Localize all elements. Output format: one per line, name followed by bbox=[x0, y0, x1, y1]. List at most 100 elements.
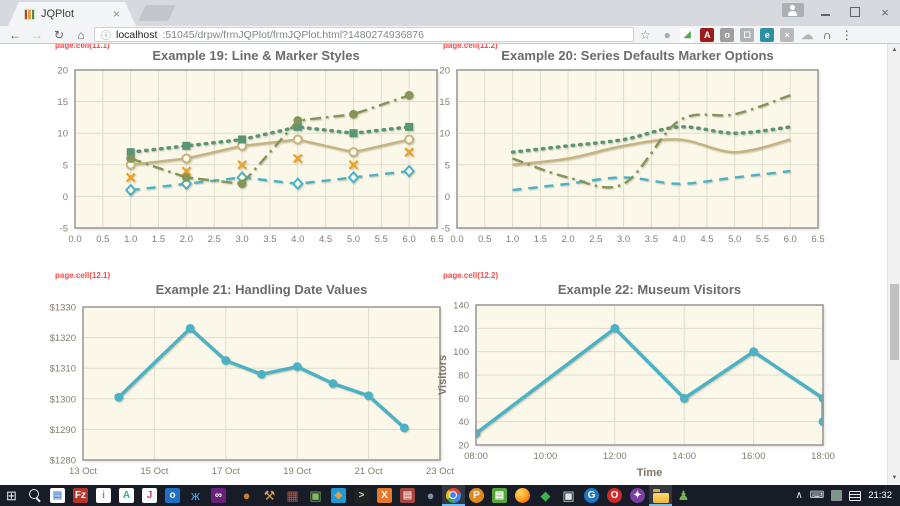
extension-ietab-icon[interactable]: e bbox=[759, 27, 776, 43]
svg-text:3.0: 3.0 bbox=[617, 234, 630, 245]
scrollbar-up-icon[interactable]: ▲ bbox=[891, 47, 898, 53]
svg-text:80: 80 bbox=[458, 371, 469, 382]
extension-headphones-icon[interactable]: ∩ bbox=[822, 27, 832, 42]
address-bar[interactable]: ⓘ localhost :51045/drpw/frmJQPlot/frmJQP… bbox=[94, 27, 634, 42]
svg-text:$1290: $1290 bbox=[50, 425, 76, 436]
svg-text:6.0: 6.0 bbox=[403, 234, 416, 245]
taskbar-app-a-icon[interactable]: A bbox=[115, 485, 138, 506]
browser-tab[interactable]: JQPlot × bbox=[8, 2, 136, 26]
taskbar-tiles-icon[interactable]: ▦ bbox=[286, 488, 299, 503]
taskbar-compass-icon[interactable]: ✦ bbox=[626, 485, 649, 506]
tray-input-indicator-icon[interactable]: ⌨ bbox=[809, 489, 825, 501]
svg-text:0: 0 bbox=[63, 192, 68, 203]
taskbar-o-app-icon[interactable]: O bbox=[603, 485, 626, 506]
system-tray: ∧ ⌨ ✓ 21:32 bbox=[795, 490, 900, 501]
chart-title-example-20: Example 20: Series Defaults Marker Optio… bbox=[501, 48, 774, 63]
taskbar-outlook-icon[interactable]: o bbox=[161, 485, 184, 506]
back-button[interactable]: ← bbox=[9, 27, 21, 42]
svg-text:20: 20 bbox=[439, 66, 450, 77]
taskbar-filezilla-icon[interactable]: Fz bbox=[69, 485, 92, 506]
svg-text:1.5: 1.5 bbox=[152, 234, 165, 245]
svg-text:120: 120 bbox=[453, 324, 469, 335]
svg-text:0: 0 bbox=[445, 192, 450, 203]
taskbar-diamond-box-icon[interactable]: ◈ bbox=[327, 485, 350, 506]
taskbar-file-explorer-icon[interactable] bbox=[649, 485, 672, 506]
page-cell-label: page.cell(12.2) bbox=[443, 271, 499, 280]
taskbar-app-i-icon[interactable]: i bbox=[92, 485, 115, 506]
taskbar-green-diamond-icon[interactable]: ◆ bbox=[540, 488, 551, 503]
svg-text:15 Oct: 15 Oct bbox=[140, 466, 168, 477]
taskbar-clock[interactable]: 21:32 bbox=[868, 490, 892, 501]
tab-strip: JQPlot × × bbox=[0, 0, 900, 26]
svg-text:$1280: $1280 bbox=[50, 456, 76, 467]
svg-text:40: 40 bbox=[458, 417, 469, 428]
scrollbar-down-icon[interactable]: ▼ bbox=[891, 475, 898, 481]
tray-usb-security-icon[interactable]: ✓ bbox=[831, 490, 843, 501]
home-button[interactable]: ⌂ bbox=[77, 27, 85, 42]
tray-chevron-up-icon[interactable]: ∧ bbox=[795, 489, 803, 501]
scrollbar-thumb[interactable] bbox=[890, 284, 899, 360]
jqplot-favicon-icon bbox=[24, 9, 35, 20]
taskbar-xshell-icon[interactable]: X bbox=[373, 485, 396, 506]
browser-menu-icon[interactable]: ⋮ bbox=[840, 27, 853, 42]
close-button[interactable]: × bbox=[881, 4, 889, 20]
taskbar-visual-studio-icon[interactable]: ∞ bbox=[207, 485, 230, 506]
minimize-button[interactable] bbox=[810, 0, 840, 24]
svg-text:0.0: 0.0 bbox=[450, 234, 463, 245]
page-content: page.cell(11.1) page.cell(11.2) page.cel… bbox=[0, 44, 900, 485]
svg-text:15: 15 bbox=[57, 97, 68, 108]
bookmark-star-icon[interactable]: ☆ bbox=[640, 27, 651, 42]
taskbar-orange-orb-icon[interactable]: ● bbox=[242, 488, 251, 503]
tray-action-center-icon[interactable] bbox=[849, 490, 862, 501]
extension-acrobat-icon[interactable]: A bbox=[699, 27, 716, 43]
svg-text:Visitors: Visitors bbox=[437, 355, 449, 395]
tab-close-icon[interactable]: × bbox=[112, 7, 120, 21]
extension-x-icon[interactable]: × bbox=[779, 27, 796, 43]
extension-key-icon[interactable]: o bbox=[719, 27, 736, 43]
extension-cloud-icon[interactable]: ☁ bbox=[801, 27, 814, 42]
taskbar-p-app-icon[interactable]: P bbox=[465, 485, 488, 506]
taskbar-monitor-icon[interactable]: ▣ bbox=[309, 488, 322, 503]
page-info-icon[interactable]: ⓘ bbox=[101, 31, 111, 42]
svg-text:3.5: 3.5 bbox=[645, 234, 658, 245]
new-tab-button[interactable] bbox=[138, 5, 176, 21]
reload-button[interactable]: ↻ bbox=[53, 27, 65, 42]
page-scrollbar[interactable]: ▲ ▼ bbox=[887, 44, 900, 485]
svg-text:17 Oct: 17 Oct bbox=[212, 466, 240, 477]
chart-example-22: 08:00 10:00 12:00 14:00 16:00 18:00 20 40 60 80 10… bbox=[437, 301, 835, 480]
taskbar-g-app-icon[interactable]: G bbox=[580, 485, 603, 506]
extension-bag-icon[interactable]: ◻ bbox=[739, 27, 756, 43]
taskbar-red-app-icon[interactable]: ▤ bbox=[396, 485, 419, 506]
taskbar-green-notes-icon[interactable]: ▤ bbox=[488, 485, 511, 506]
browser-toolbar: ← → ↻ ⌂ ⓘ localhost :51045/drpw/frmJQPlo… bbox=[0, 26, 900, 44]
chart-example-21: 13 Oct 15 Oct 17 Oct 19 Oct 21 Oct 23 Oct $128… bbox=[50, 303, 455, 478]
svg-text:6.5: 6.5 bbox=[430, 234, 443, 245]
taskbar-document-app-icon[interactable]: ▤ bbox=[46, 485, 69, 506]
chart-example-19: 0.0 0.5 1.0 1.5 2.0 2.5 3.0 3.5 4.0 4.5 5.0 5.5 6.0 6… bbox=[57, 66, 443, 246]
taskbar-butterfly-icon[interactable]: ж bbox=[191, 488, 200, 503]
svg-text:140: 140 bbox=[453, 301, 469, 312]
svg-text:60: 60 bbox=[458, 394, 469, 405]
svg-text:6.5: 6.5 bbox=[811, 234, 824, 245]
svg-text:21 Oct: 21 Oct bbox=[355, 466, 383, 477]
taskbar-white-window-icon[interactable]: ▣ bbox=[562, 488, 575, 503]
taskbar-tools-icon[interactable]: ⚒ bbox=[263, 488, 276, 503]
extension-generic-icon[interactable]: ● bbox=[663, 27, 671, 42]
taskbar-firefox-icon[interactable] bbox=[511, 485, 534, 506]
svg-text:18:00: 18:00 bbox=[811, 451, 835, 462]
taskbar-terminal-icon[interactable]: > bbox=[350, 485, 373, 506]
taskbar-chrome-icon[interactable] bbox=[442, 485, 465, 506]
svg-text:14:00: 14:00 bbox=[672, 451, 696, 462]
svg-text:1.0: 1.0 bbox=[124, 234, 137, 245]
taskbar-globe-icon[interactable]: ● bbox=[426, 488, 435, 503]
extension-screenshot-icon[interactable]: ◢ bbox=[679, 27, 696, 43]
svg-text:10: 10 bbox=[439, 129, 450, 140]
restore-button[interactable] bbox=[840, 0, 870, 24]
taskbar-search-button[interactable] bbox=[23, 485, 46, 506]
profile-button[interactable] bbox=[782, 3, 804, 17]
taskbar-app-j-icon[interactable]: J bbox=[138, 485, 161, 506]
taskbar-person-chart-icon[interactable]: ♟ bbox=[677, 488, 690, 503]
taskbar-start-button[interactable]: ⊞ bbox=[6, 488, 17, 503]
forward-button[interactable]: → bbox=[31, 27, 43, 42]
